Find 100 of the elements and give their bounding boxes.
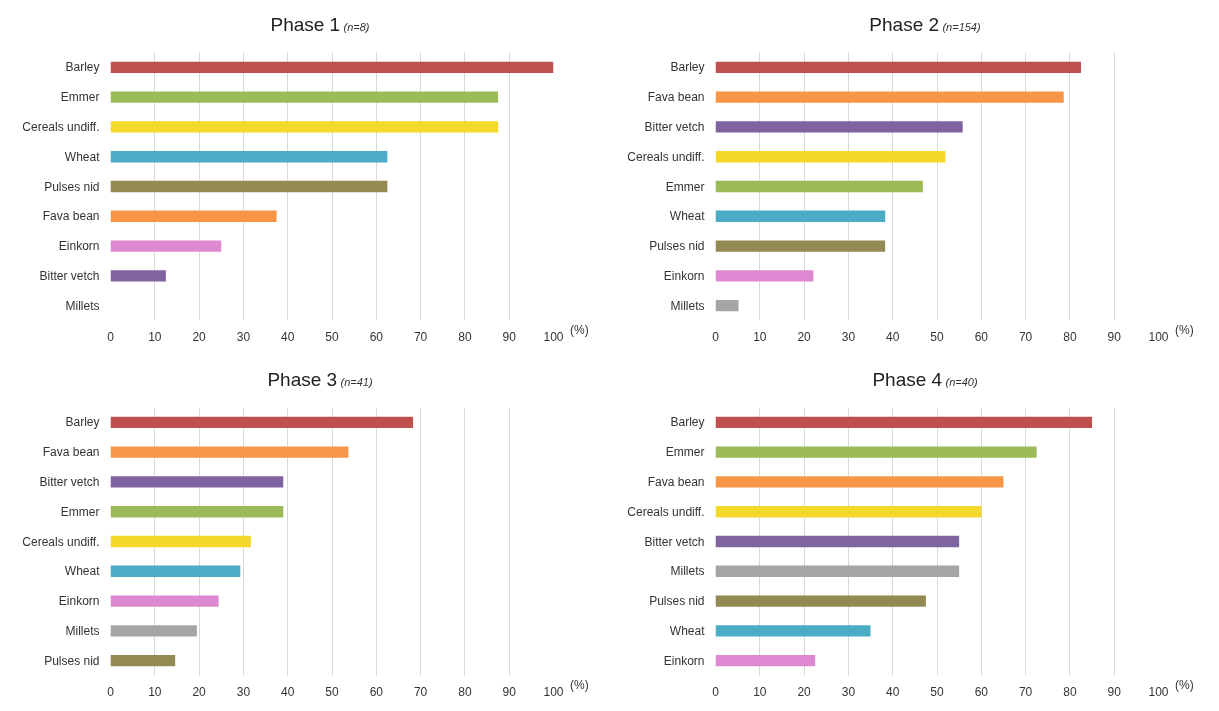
x-tick-label: 80: [1063, 684, 1077, 699]
y-tick-label: Emmer: [665, 179, 705, 194]
chart-subtitle: (n=41): [340, 376, 373, 388]
x-tick-label: 40: [281, 684, 295, 699]
x-tick-label: 80: [458, 329, 472, 344]
bar: [715, 270, 814, 282]
bar: [110, 506, 284, 518]
bar: [110, 476, 284, 488]
x-tick-label: 90: [1107, 329, 1122, 344]
bar: [715, 446, 1037, 458]
bar: [110, 180, 388, 193]
x-tick-label: 90: [502, 684, 517, 699]
chart-title: Phase 4: [872, 369, 943, 390]
x-tick-label: 20: [797, 329, 812, 344]
x-tick-label: 20: [192, 684, 207, 699]
x-tick-label: 10: [148, 684, 162, 699]
x-tick-label: 50: [930, 684, 944, 699]
bar: [110, 595, 219, 607]
y-tick-label: Cereals undiff.: [22, 534, 100, 549]
y-tick-label: Wheat: [64, 149, 101, 164]
x-tick-label: 90: [502, 329, 517, 344]
x-tick-label: 20: [192, 329, 207, 344]
x-tick-label: 60: [369, 329, 384, 344]
x-tick-label: 50: [325, 329, 339, 344]
chart-subtitle: (n=40): [945, 376, 978, 388]
y-tick-label: Pulses nid: [44, 653, 100, 668]
y-tick-label: Einkorn: [663, 653, 705, 668]
x-tick-label: 40: [886, 329, 900, 344]
bar: [110, 654, 176, 667]
bar: [715, 61, 1081, 74]
y-tick-label: Emmer: [665, 445, 705, 460]
x-tick-label: 70: [1018, 684, 1033, 699]
bar: [715, 476, 1004, 488]
x-tick-label: 100: [543, 329, 564, 344]
x-tick-label: 10: [753, 684, 767, 699]
x-tick-label: 40: [281, 329, 295, 344]
y-tick-label: Millets: [670, 298, 705, 313]
x-tick-label: 10: [753, 329, 767, 344]
x-tick-label: 0: [712, 684, 720, 699]
y-tick-label: Barley: [670, 415, 705, 430]
y-tick-label: Millets: [670, 564, 705, 579]
x-axis-title: (%): [1175, 677, 1194, 694]
bar: [715, 595, 926, 607]
x-tick-label: 70: [1018, 329, 1033, 344]
x-tick-label: 90: [1107, 684, 1122, 699]
x-tick-label: 0: [712, 329, 720, 344]
y-tick-label: Cereals undiff.: [627, 504, 705, 519]
chart-title: Phase 1: [270, 14, 341, 35]
y-tick-label: Bitter vetch: [39, 474, 100, 489]
x-tick-label: 10: [148, 329, 162, 344]
x-tick-label: 50: [930, 329, 944, 344]
y-tick-label: Fava bean: [647, 474, 705, 489]
bar: [715, 210, 886, 222]
chart-subtitle: (n=154): [942, 21, 981, 33]
x-tick-label: 100: [1148, 329, 1169, 344]
bar: [110, 565, 241, 577]
y-tick-label: Einkorn: [58, 239, 100, 254]
x-tick-label: 100: [543, 684, 564, 699]
x-tick-label: 80: [458, 684, 472, 699]
x-tick-label: 50: [325, 684, 339, 699]
x-axis-title: (%): [570, 322, 589, 339]
x-tick-label: 30: [236, 329, 251, 344]
y-tick-label: Pulses nid: [44, 179, 100, 194]
y-tick-label: Fava bean: [42, 209, 100, 224]
bar: [110, 446, 349, 458]
bar: [110, 121, 499, 133]
x-tick-label: 40: [886, 684, 900, 699]
x-tick-label: 0: [107, 684, 115, 699]
chart-subtitle: (n=8): [343, 21, 370, 33]
y-tick-label: Barley: [65, 60, 100, 75]
x-axis-title: (%): [1175, 322, 1194, 339]
x-tick-label: 100: [1148, 684, 1169, 699]
y-tick-label: Bitter vetch: [644, 534, 705, 549]
y-tick-label: Emmer: [60, 90, 100, 105]
bar: [110, 535, 251, 548]
bar: [110, 210, 277, 222]
bar: [715, 121, 963, 133]
x-axis-title: (%): [570, 677, 589, 694]
x-tick-label: 70: [413, 329, 428, 344]
bar: [110, 416, 414, 429]
y-tick-label: Barley: [65, 415, 100, 430]
chart-title: Phase 2: [869, 14, 940, 35]
bar: [110, 270, 166, 282]
y-tick-label: Millets: [65, 623, 100, 638]
x-tick-label: 60: [974, 684, 989, 699]
bar: [715, 299, 739, 312]
x-tick-label: 30: [841, 684, 856, 699]
y-tick-label: Pulses nid: [649, 594, 705, 609]
y-tick-label: Wheat: [669, 209, 706, 224]
bar: [110, 625, 197, 637]
y-tick-label: Emmer: [60, 504, 100, 519]
bar: [715, 506, 982, 518]
x-tick-label: 60: [369, 684, 384, 699]
bar: [110, 91, 499, 103]
bar: [715, 565, 960, 577]
y-tick-label: Cereals undiff.: [627, 149, 705, 164]
y-tick-label: Bitter vetch: [644, 119, 705, 134]
y-tick-label: Cereals undiff.: [22, 119, 100, 134]
y-tick-label: Pulses nid: [649, 239, 705, 254]
bar: [715, 180, 923, 193]
